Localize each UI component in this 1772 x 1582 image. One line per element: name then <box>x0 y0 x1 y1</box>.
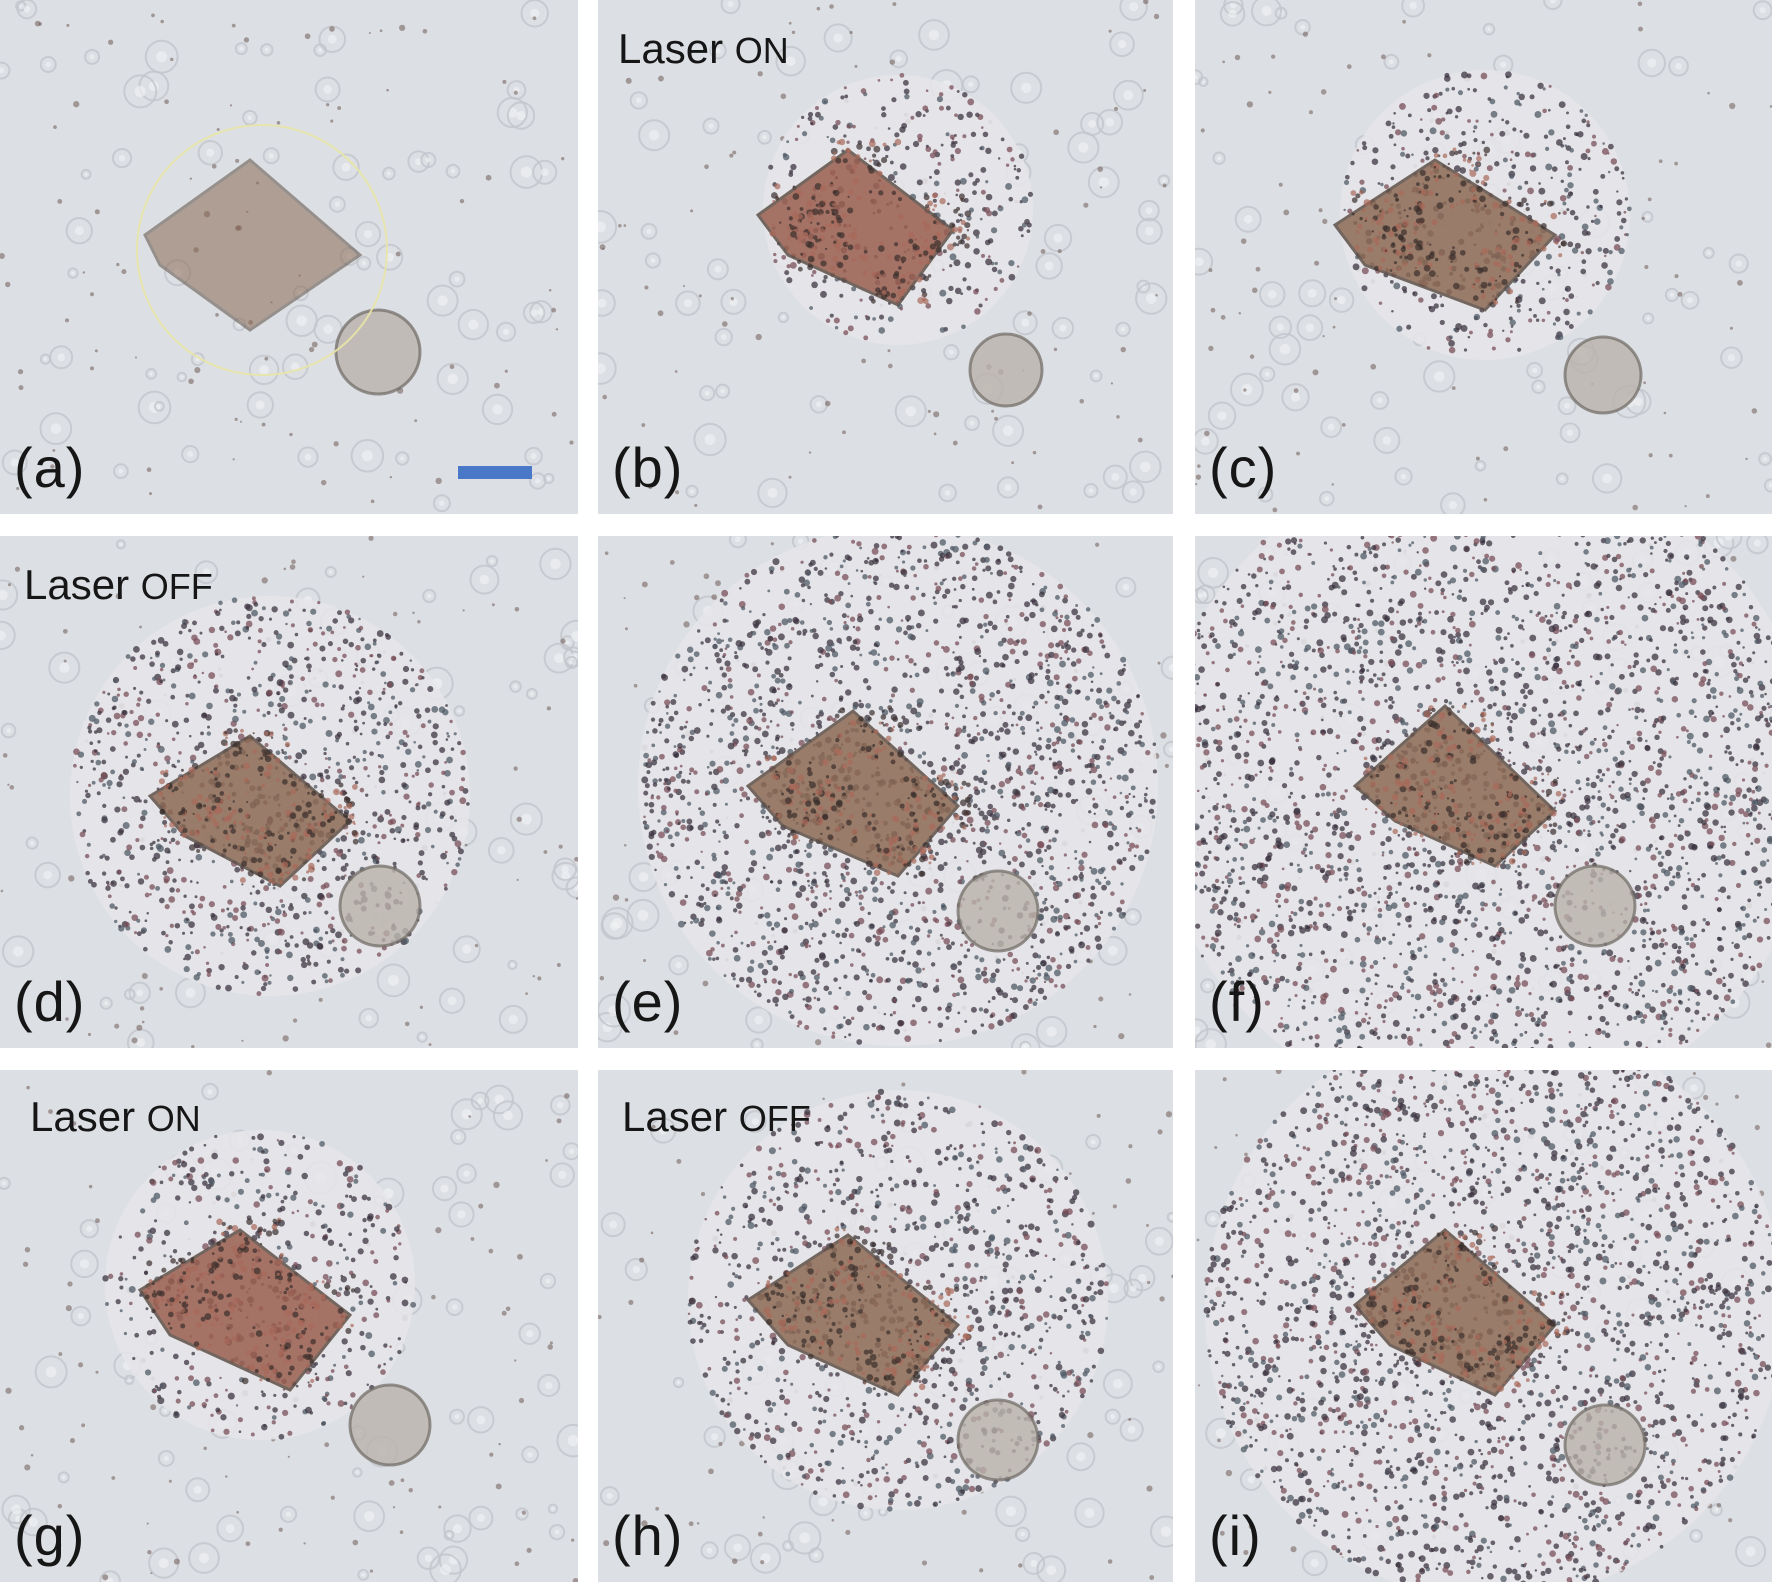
panel-i: (i) <box>1195 1070 1772 1582</box>
panel-h: Laser OFF (h) <box>598 1070 1173 1582</box>
panel-label-i: (i) <box>1209 1504 1262 1567</box>
laser-word: Laser <box>622 1093 728 1140</box>
micrograph-c <box>1195 0 1772 514</box>
micrograph-b <box>598 0 1171 510</box>
micrograph-e <box>598 536 1173 1048</box>
laser-off-annotation: Laser OFF <box>24 564 213 606</box>
panel-label-c: (c) <box>1209 436 1278 499</box>
panel-e: (e) <box>598 536 1173 1048</box>
panel-label-f: (f) <box>1209 970 1265 1033</box>
laser-word: Laser <box>618 25 724 72</box>
micrograph-a <box>0 0 574 513</box>
laser-state: OFF <box>738 1098 811 1139</box>
panel-label-d: (d) <box>14 970 86 1033</box>
scale-bar <box>458 466 532 479</box>
panel-label-a: (a) <box>14 436 86 499</box>
panel-b: Laser ON (b) <box>598 0 1173 514</box>
laser-on-annotation: Laser ON <box>618 28 789 70</box>
laser-off-annotation: Laser OFF <box>622 1096 811 1138</box>
micrograph-f <box>1195 536 1772 1048</box>
micrograph-i <box>1196 1070 1772 1582</box>
panel-f: (f) <box>1195 536 1772 1048</box>
laser-state: ON <box>146 1098 201 1139</box>
panel-d: Laser OFF (d) <box>0 536 578 1048</box>
panel-c: (c) <box>1195 0 1772 514</box>
micrograph-h <box>598 1070 1173 1582</box>
panel-label-b: (b) <box>612 436 684 499</box>
panel-label-h: (h) <box>612 1504 684 1567</box>
laser-on-annotation: Laser ON <box>30 1096 201 1138</box>
micrograph-g <box>0 1070 578 1582</box>
laser-word: Laser <box>30 1093 136 1140</box>
laser-state: OFF <box>140 566 213 607</box>
panel-label-g: (g) <box>14 1504 86 1567</box>
panel-g: Laser ON (g) <box>0 1070 578 1582</box>
micrograph-d <box>0 536 578 1048</box>
panel-label-e: (e) <box>612 970 684 1033</box>
panel-a: (a) <box>0 0 578 514</box>
laser-state: ON <box>734 30 789 71</box>
laser-word: Laser <box>24 561 130 608</box>
